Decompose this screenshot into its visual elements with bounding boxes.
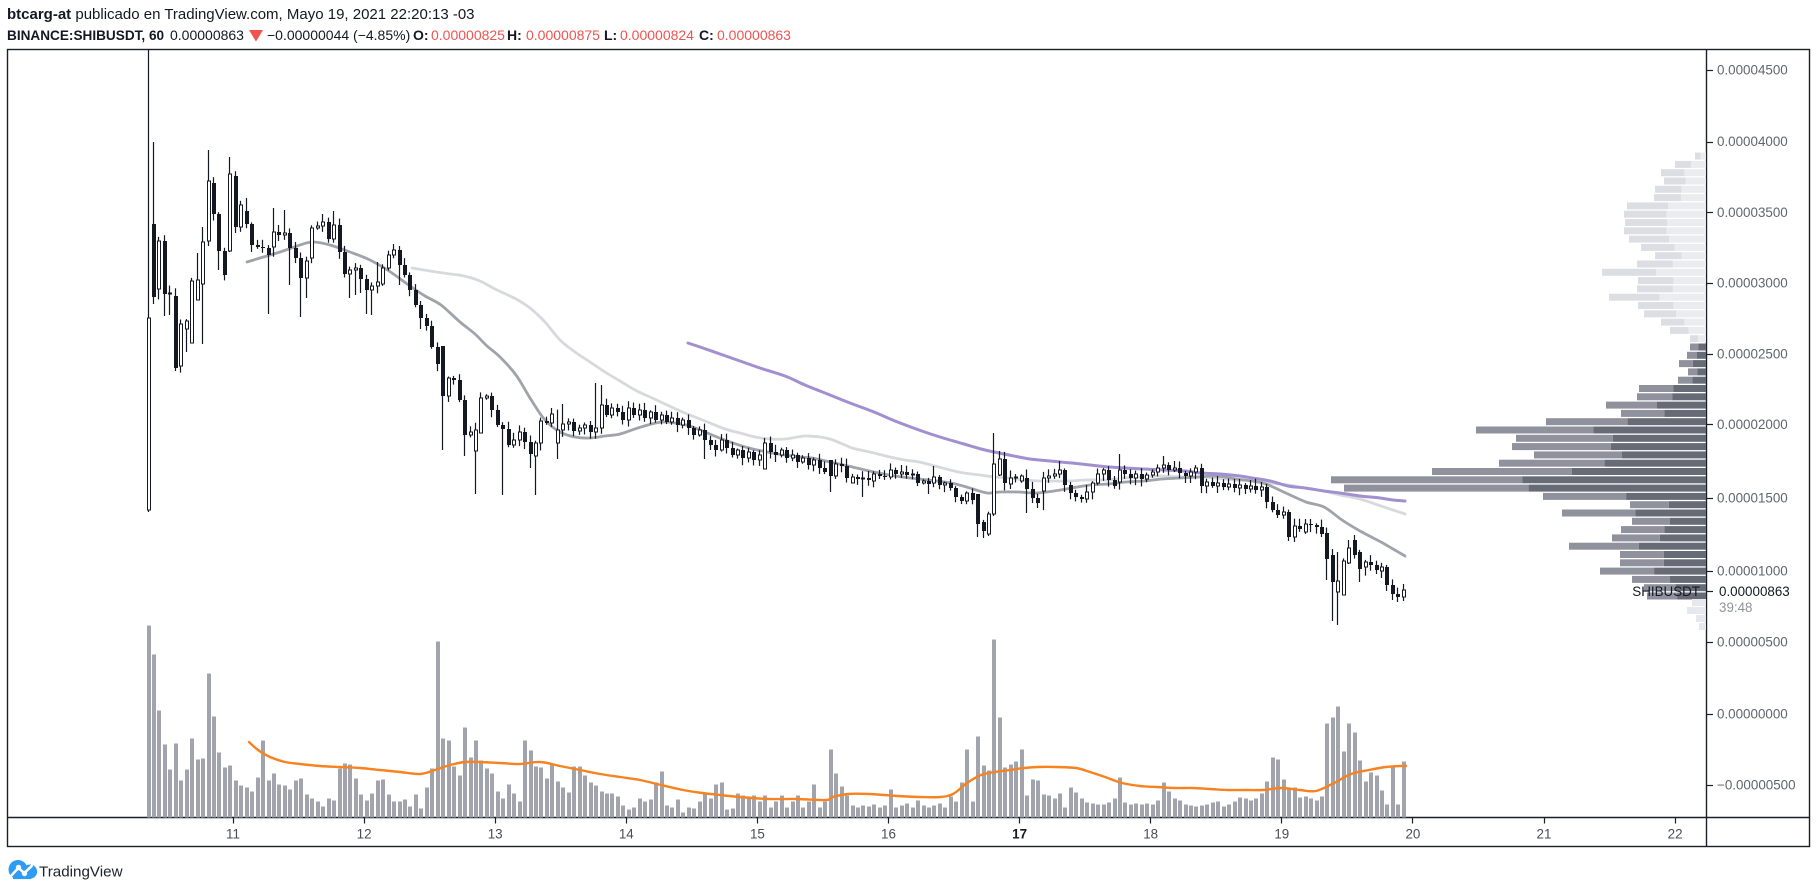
- svg-text:19: 19: [1274, 827, 1289, 842]
- svg-text:BINANCE:SHIBUSDT, 600.00000863: BINANCE:SHIBUSDT, 60 0.00000863 −0.0000004…: [7, 27, 791, 43]
- svg-text:39:48: 39:48: [1719, 600, 1753, 615]
- svg-text:0.00004500: 0.00004500: [1717, 63, 1788, 78]
- svg-text:21: 21: [1537, 827, 1552, 842]
- svg-text:22: 22: [1668, 827, 1683, 842]
- svg-text:0.00004000: 0.00004000: [1717, 134, 1788, 149]
- svg-text:16: 16: [881, 827, 896, 842]
- svg-text:0.00003500: 0.00003500: [1717, 205, 1788, 220]
- svg-text:20: 20: [1405, 827, 1420, 842]
- svg-text:0.00001500: 0.00001500: [1717, 491, 1788, 506]
- svg-text:0.00001000: 0.00001000: [1717, 564, 1788, 579]
- svg-text:TradingView: TradingView: [39, 864, 123, 881]
- svg-text:0.00002000: 0.00002000: [1717, 417, 1788, 432]
- svg-text:0.00002500: 0.00002500: [1717, 347, 1788, 362]
- svg-text:18: 18: [1143, 827, 1158, 842]
- svg-text:0.00000500: 0.00000500: [1717, 635, 1788, 650]
- svg-text:SHIBUSDT: SHIBUSDT: [1632, 584, 1700, 599]
- svg-text:0.00000000: 0.00000000: [1717, 707, 1788, 722]
- svg-text:−0.00000500: −0.00000500: [1717, 778, 1796, 793]
- svg-text:15: 15: [750, 827, 765, 842]
- svg-text:btcarg-at publicado en Trading: btcarg-at publicado en TradingView.com, …: [7, 6, 475, 23]
- svg-text:17: 17: [1012, 827, 1027, 842]
- svg-text:12: 12: [357, 827, 372, 842]
- svg-text:14: 14: [619, 827, 634, 842]
- svg-text:11: 11: [226, 827, 240, 842]
- svg-text:0.00000863: 0.00000863: [1719, 584, 1790, 599]
- svg-text:13: 13: [488, 827, 503, 842]
- svg-text:0.00003000: 0.00003000: [1717, 276, 1788, 291]
